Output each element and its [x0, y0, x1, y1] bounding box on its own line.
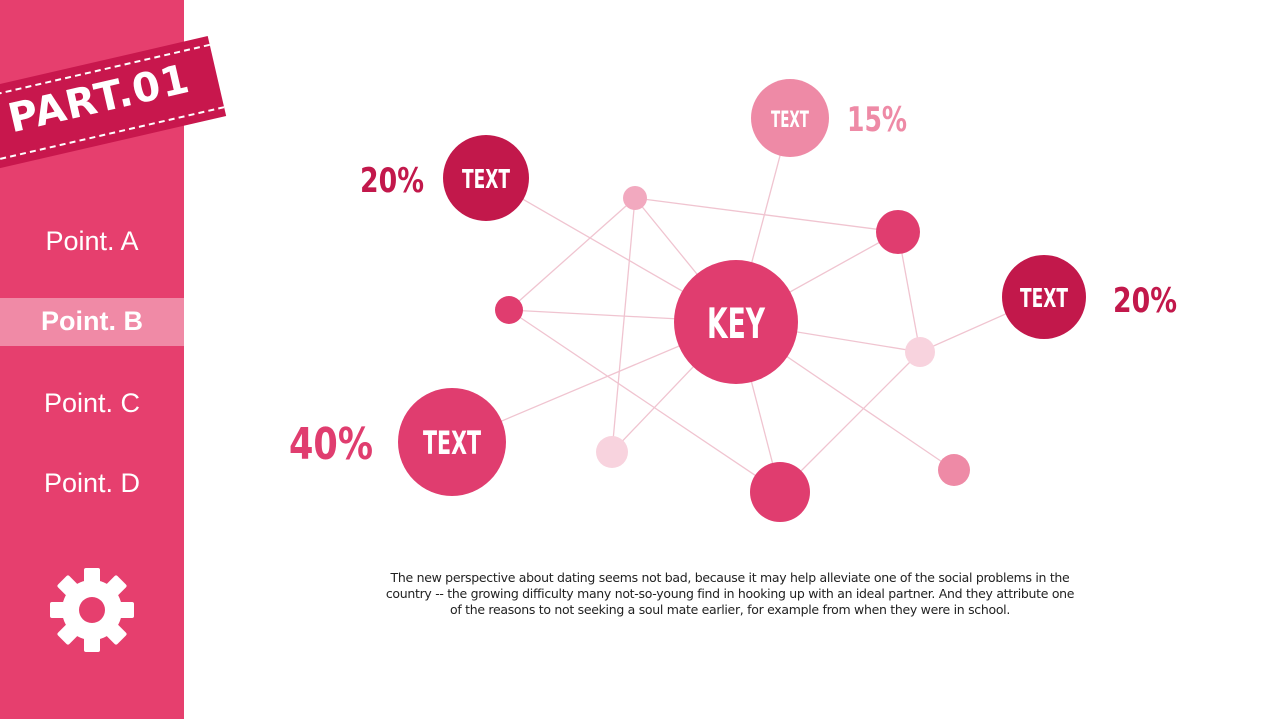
network-node	[938, 454, 970, 486]
key-label: KEY	[707, 299, 765, 348]
node-c-label: TEXT	[1020, 284, 1068, 314]
key-node	[674, 260, 798, 384]
network-node	[495, 296, 523, 324]
text-node-b	[751, 79, 829, 157]
sidebar-item-point-c[interactable]: Point. C	[43, 388, 141, 418]
network-node	[905, 337, 935, 367]
description-text: The new perspective about dating seems n…	[385, 570, 1075, 617]
sidebar-item-point-a[interactable]: Point. A	[45, 226, 139, 256]
sidebar-item-point-d[interactable]: Point. D	[43, 468, 141, 498]
node-c-percent: 20%	[1113, 281, 1177, 321]
node-b-label: TEXT	[771, 108, 809, 133]
gear-icon[interactable]	[50, 568, 134, 652]
node-a-label: TEXT	[462, 165, 510, 195]
sidebar: PART.01 Point. A Point. B Point. C Point…	[0, 0, 227, 719]
network-node	[596, 436, 628, 468]
text-node-d	[398, 388, 506, 496]
node-d-label: TEXT	[423, 424, 481, 462]
text-node-c	[1002, 255, 1086, 339]
network-node	[876, 210, 920, 254]
active-item-highlight	[0, 298, 184, 346]
network-node	[750, 462, 810, 522]
node-a-percent: 20%	[360, 161, 424, 201]
node-d-percent: 40%	[289, 419, 373, 470]
node-b-percent: 15%	[847, 100, 907, 140]
sidebar-item-point-b[interactable]: Point. B	[41, 306, 143, 336]
text-node-a	[443, 135, 529, 221]
network-node	[623, 186, 647, 210]
